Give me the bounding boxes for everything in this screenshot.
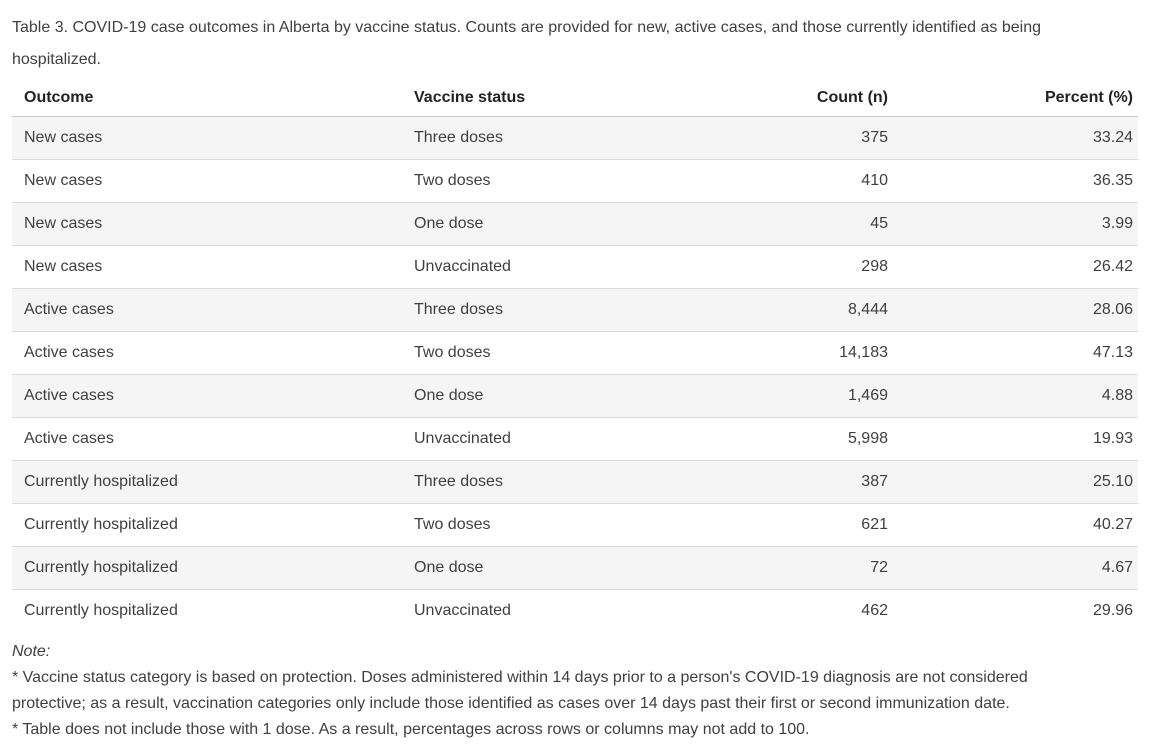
- cell-outcome: Active cases: [12, 288, 402, 332]
- cell-count: 462: [861, 602, 888, 619]
- cell-percent: 28.06: [888, 288, 1138, 332]
- footnote-one-dose: * Table does not include those with 1 do…: [12, 721, 810, 738]
- cell-vaccine-status: Unvaccinated: [414, 602, 511, 619]
- column-header-count: Count (n): [700, 82, 888, 117]
- cell-percent: 4.88: [888, 374, 1138, 418]
- cell-outcome: Currently hospitalized: [24, 602, 178, 619]
- data-table: Outcome Vaccine status Count (n) Percent…: [12, 82, 1138, 632]
- cell-vaccine-status: One dose: [402, 546, 700, 590]
- cell-count: 1,469: [700, 374, 888, 418]
- table-row: Active cases Two doses 14,183 47.13: [12, 331, 1138, 375]
- cell-count: 14,183: [700, 331, 888, 375]
- column-header-percent: Percent (%): [888, 82, 1138, 117]
- cell-percent: 25.10: [888, 460, 1138, 504]
- cell-outcome: New cases: [12, 202, 402, 246]
- cell-outcome: New cases: [12, 116, 402, 160]
- note-label: Note:: [12, 643, 51, 660]
- table-row: Currently hospitalized Unvaccinated 462 29.…: [12, 589, 1138, 632]
- table-row: New cases Unvaccinated 298 26.42: [12, 245, 1138, 289]
- cell-percent: 40.27: [888, 503, 1138, 547]
- cell-count: 375: [700, 116, 888, 160]
- table-row: Currently hospitalized One dose 72 4.67: [12, 546, 1138, 590]
- cell-outcome: New cases: [12, 245, 402, 289]
- cell-count: 45: [700, 202, 888, 246]
- cell-percent: 47.13: [888, 331, 1138, 375]
- cell-percent: 4.67: [888, 546, 1138, 590]
- cell-vaccine-status: One dose: [402, 202, 700, 246]
- cell-percent: 36.35: [888, 159, 1138, 203]
- cell-count: 72: [700, 546, 888, 590]
- table-row: Active cases One dose 1,469 4.88: [12, 374, 1138, 418]
- cell-vaccine-status: Two doses: [402, 503, 700, 547]
- cell-count: 298: [700, 245, 888, 289]
- table-caption: Table 3. COVID-19 case outcomes in Alber…: [12, 19, 1041, 68]
- cell-vaccine-status: Two doses: [402, 331, 700, 375]
- table-row: Currently hospitalized Two doses 621 40.27: [12, 503, 1138, 547]
- cell-vaccine-status: Three doses: [402, 116, 700, 160]
- cell-outcome: Active cases: [12, 331, 402, 375]
- cell-count: 387: [700, 460, 888, 504]
- column-header-vaccine-status: Vaccine status: [402, 82, 700, 117]
- cell-count: 5,998: [700, 417, 888, 461]
- table-row: Active cases Unvaccinated 5,998 19.93: [12, 417, 1138, 461]
- cell-count: 621: [700, 503, 888, 547]
- table-row: Currently hospitalized Three doses 387 25.1…: [12, 460, 1138, 504]
- cell-percent: 33.24: [888, 116, 1138, 160]
- table-row: New cases One dose 45 3.99: [12, 202, 1138, 246]
- table-body: New cases Three doses 375 33.24 New cases Two…: [12, 116, 1138, 632]
- table-row: New cases Two doses 410 36.35: [12, 159, 1138, 203]
- cell-vaccine-status: Unvaccinated: [402, 245, 700, 289]
- cell-vaccine-status: Two doses: [402, 159, 700, 203]
- footnote-vaccine-status: * Vaccine status category is based on pr…: [12, 669, 1028, 712]
- cell-outcome: Currently hospitalized: [12, 546, 402, 590]
- column-header-outcome: Outcome: [12, 82, 402, 117]
- cell-percent: 19.93: [888, 417, 1138, 461]
- cell-count: 8,444: [700, 288, 888, 332]
- cell-vaccine-status: Unvaccinated: [402, 417, 700, 461]
- cell-percent: 3.99: [888, 202, 1138, 246]
- cell-vaccine-status: Three doses: [402, 460, 700, 504]
- cell-vaccine-status: Three doses: [402, 288, 700, 332]
- cell-outcome: Currently hospitalized: [12, 503, 402, 547]
- cell-outcome: New cases: [12, 159, 402, 203]
- cell-count: 410: [700, 159, 888, 203]
- cell-outcome: Active cases: [12, 374, 402, 418]
- cell-vaccine-status: One dose: [402, 374, 700, 418]
- cell-outcome: Active cases: [12, 417, 402, 461]
- cell-percent: 29.96: [1092, 602, 1133, 619]
- table-header-row: Outcome Vaccine status Count (n) Percent…: [12, 82, 1138, 117]
- table-notes: Note: * Vaccine status category is based…: [12, 639, 1092, 743]
- cell-percent: 26.42: [888, 245, 1138, 289]
- table-row: New cases Three doses 375 33.24: [12, 116, 1138, 160]
- table-row: Active cases Three doses 8,444 28.06: [12, 288, 1138, 332]
- cell-outcome: Currently hospitalized: [12, 460, 402, 504]
